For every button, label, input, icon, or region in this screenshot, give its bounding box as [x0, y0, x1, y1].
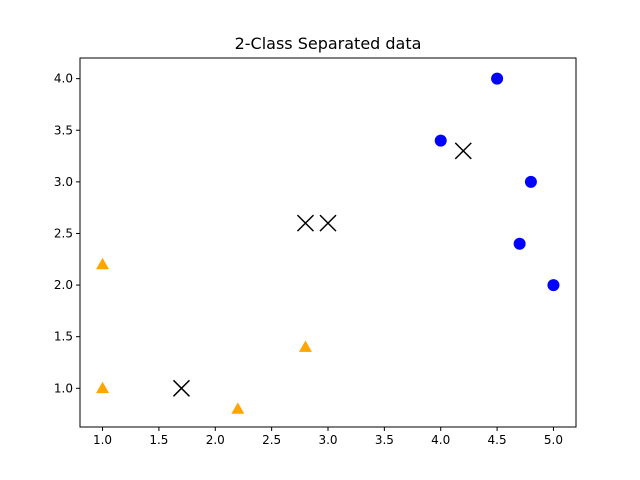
- data-point-x: [454, 142, 472, 160]
- data-point-triangle: [231, 402, 245, 414]
- y-tick-label: 1.5: [54, 330, 73, 344]
- x-tick-label: 2.5: [262, 433, 281, 447]
- axes: 1.0 1.5 2.0 2.5 3.0 3.5 4.0 4.5 5.0 1.0 1.5 2.0 2.5 3…: [54, 57, 577, 447]
- x-tick-label: 2.0: [206, 433, 225, 447]
- x-tick-label: 4.0: [431, 433, 450, 447]
- y-tick-label: 4.0: [54, 72, 73, 86]
- data-marks: [96, 72, 560, 414]
- y-tick-label: 2.5: [54, 226, 73, 240]
- y-tick-label: 1.0: [54, 381, 73, 395]
- data-point-circle: [547, 279, 560, 292]
- data-point-circle: [491, 72, 504, 85]
- chart-title: 2-Class Separated data: [235, 34, 422, 53]
- x-tick-label: 1.5: [149, 433, 168, 447]
- data-point-circle: [434, 134, 447, 147]
- data-point-triangle: [298, 340, 312, 352]
- data-point-triangle: [96, 381, 110, 394]
- y-tick-label: 3.0: [54, 175, 73, 189]
- x-tick-label: 3.5: [375, 433, 394, 447]
- data-point-x: [172, 379, 190, 397]
- x-tick-label: 3.0: [318, 433, 337, 447]
- data-point-triangle: [96, 257, 110, 270]
- y-tick-label: 2.0: [54, 278, 73, 292]
- x-tick-label: 5.0: [544, 433, 563, 447]
- y-tick-label: 3.5: [54, 123, 73, 137]
- x-tick-label: 1.0: [93, 433, 112, 447]
- plot-frame: [79, 57, 577, 428]
- data-point-x: [296, 214, 314, 232]
- x-tick-label: 4.5: [488, 433, 507, 447]
- data-point-circle: [513, 237, 526, 250]
- data-point-circle: [524, 175, 537, 188]
- data-point-x: [319, 214, 337, 232]
